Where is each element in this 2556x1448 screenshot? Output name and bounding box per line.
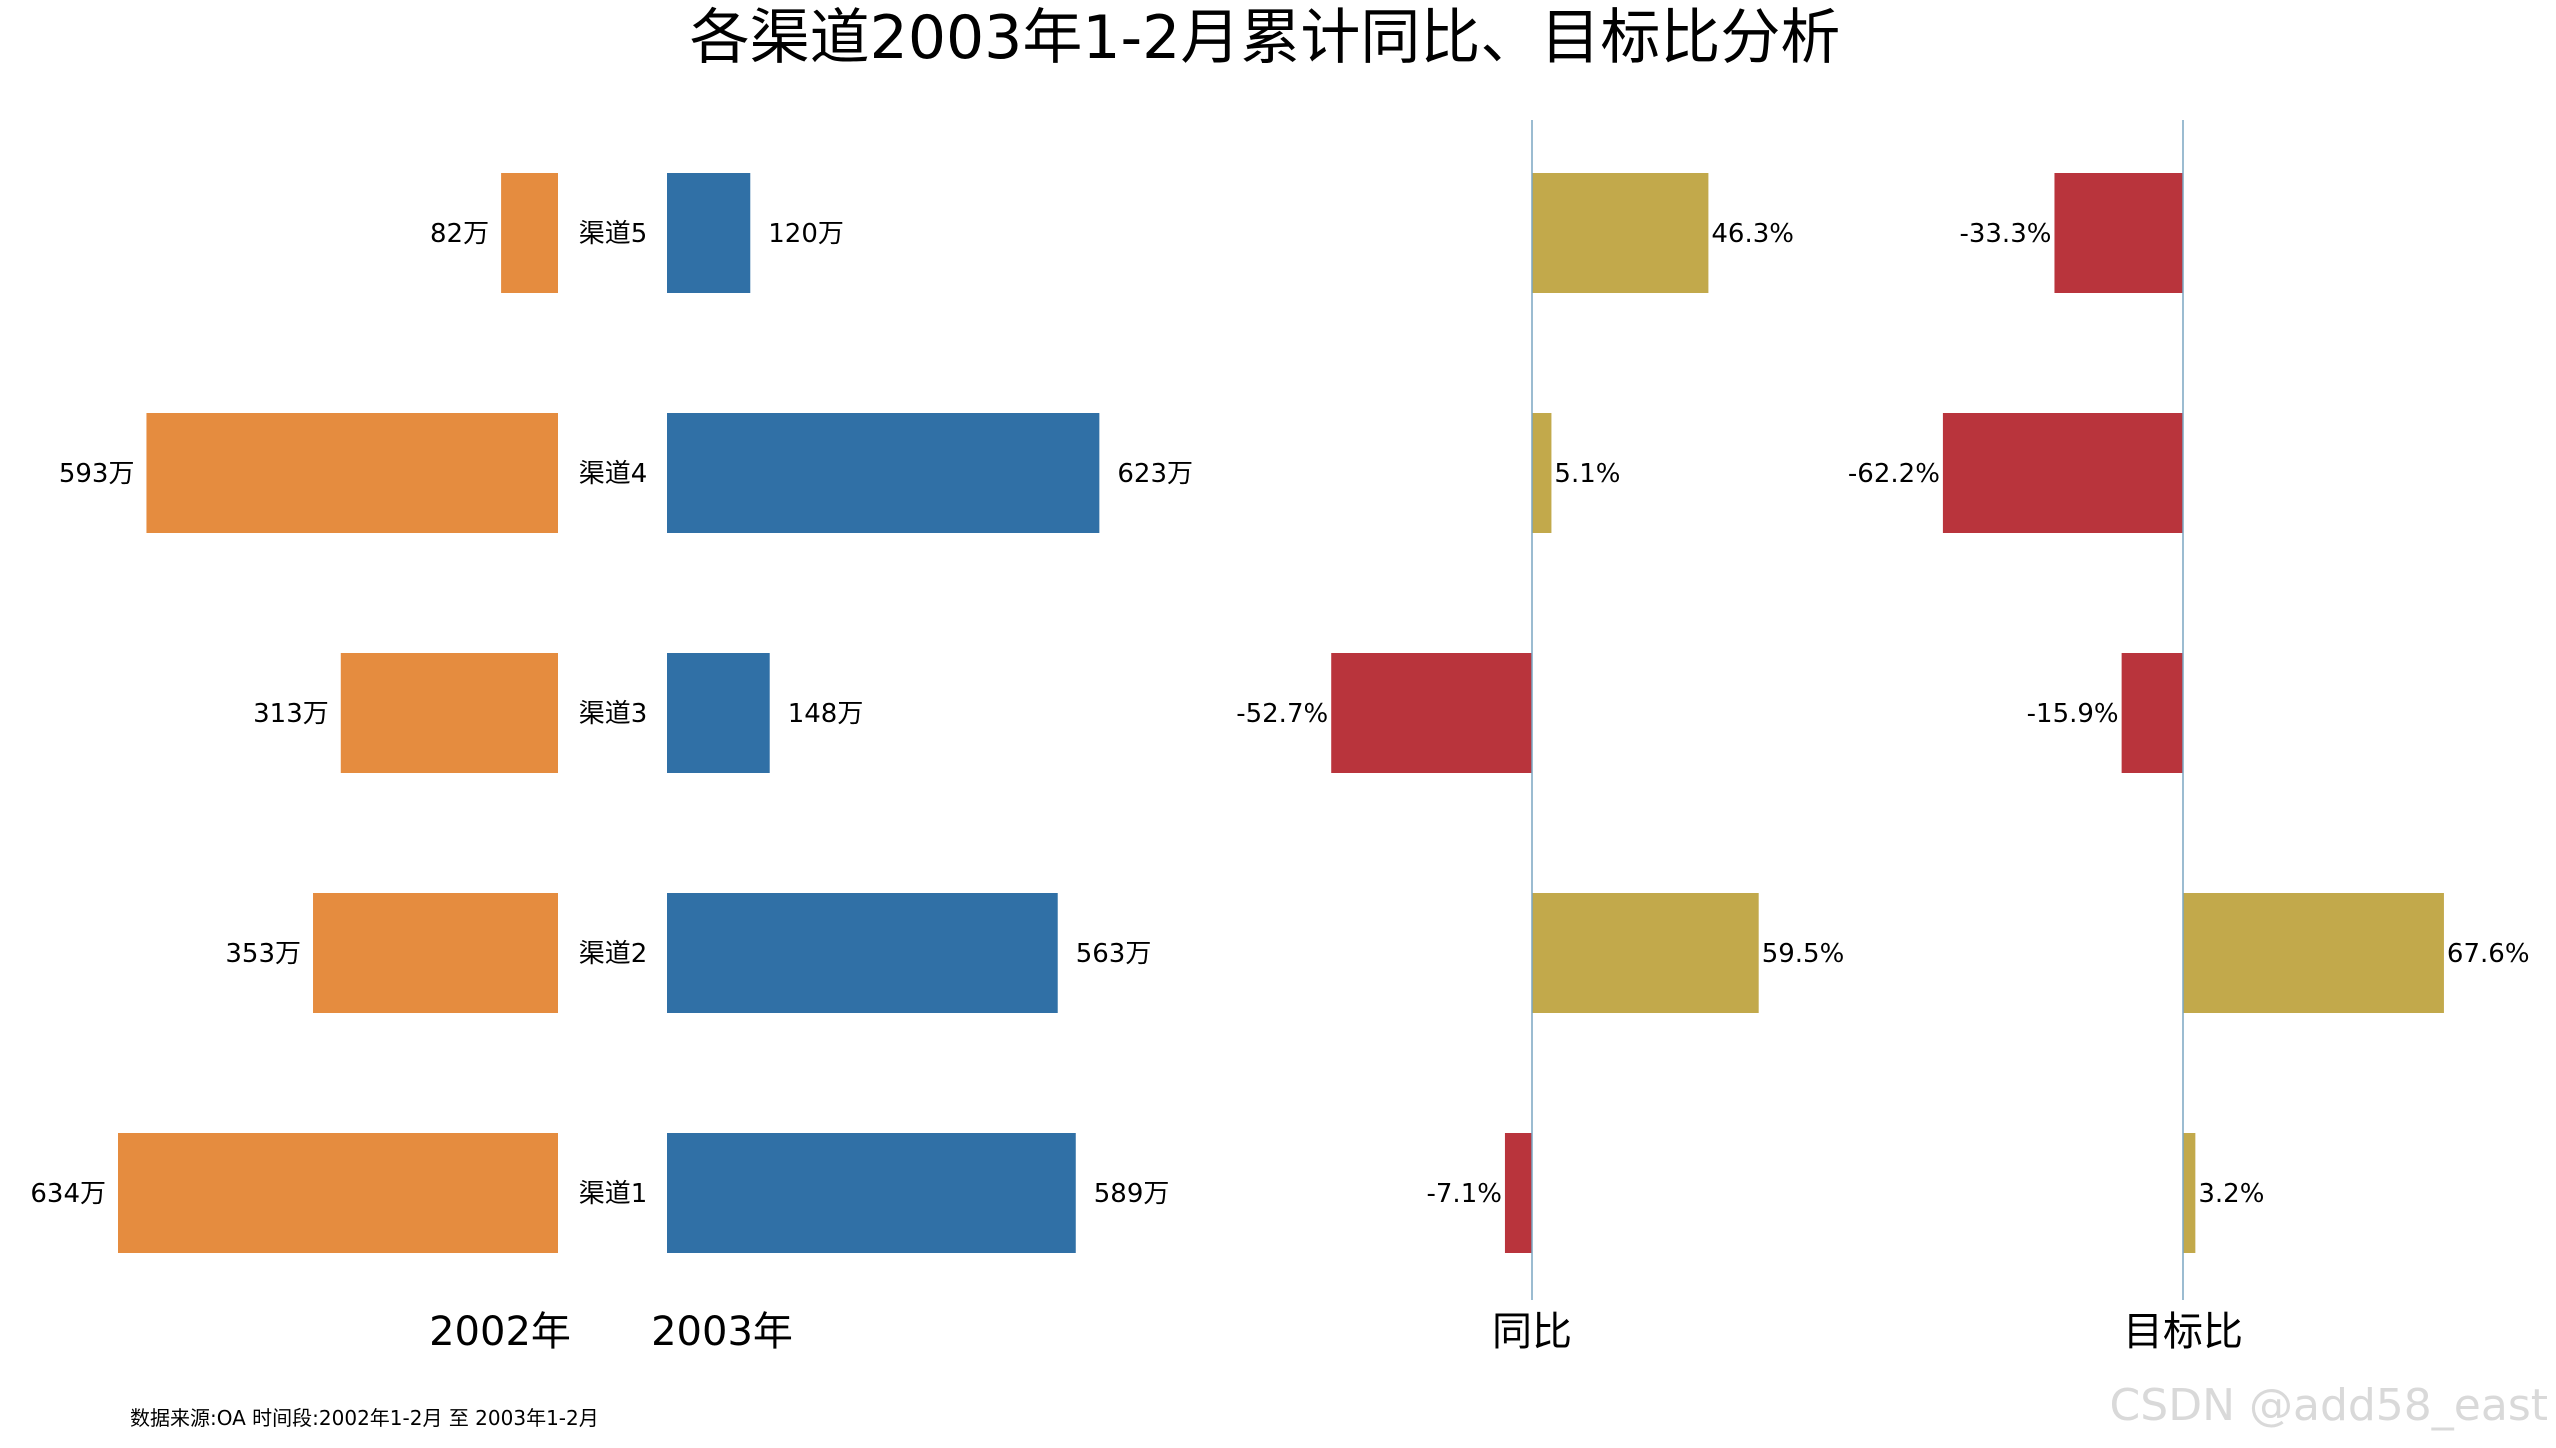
axis-label-y2002: 2002年	[429, 1309, 571, 1355]
data-label-target: 3.2%	[2198, 1179, 2264, 1209]
data-label-y2002: 353万	[225, 939, 301, 969]
bar-y2002	[146, 413, 558, 533]
data-label-target: -33.3%	[1959, 219, 2051, 249]
data-label-yoy: -52.7%	[1236, 699, 1328, 729]
data-label-target: -15.9%	[2027, 699, 2119, 729]
source-note: 数据来源:OA 时间段:2002年1-2月 至 2003年1-2月	[130, 1406, 599, 1430]
bar-target	[1942, 413, 2183, 533]
category-label: 渠道5	[579, 219, 648, 249]
bar-y2003	[667, 413, 1100, 533]
data-label-target: 67.6%	[2447, 939, 2530, 969]
data-label-y2003: 563万	[1076, 939, 1152, 969]
bar-yoy	[1532, 893, 1759, 1013]
axis-label-y2003: 2003年	[651, 1309, 793, 1355]
data-label-yoy: 46.3%	[1711, 219, 1794, 249]
bar-y2002	[313, 893, 558, 1013]
data-label-yoy: -7.1%	[1427, 1179, 1502, 1209]
bar-yoy	[1504, 1133, 1532, 1253]
chart-title: 各渠道2003年1-2月累计同比、目标比分析	[690, 3, 1841, 73]
data-label-y2002: 634万	[30, 1179, 106, 1209]
data-label-y2003: 148万	[788, 699, 864, 729]
bar-y2003	[667, 173, 751, 293]
bar-y2002	[501, 173, 558, 293]
category-label: 渠道1	[579, 1179, 648, 1209]
chart-marks: 渠道5 渠道4 渠道3 渠道2 渠道1 82万 593万 313万 353万 634万 2002年 1…	[30, 120, 2530, 1355]
axis-label-yoy: 同比	[1492, 1309, 1572, 1355]
bar-yoy	[1331, 653, 1532, 773]
data-label-y2002: 82万	[430, 219, 489, 249]
category-label: 渠道2	[579, 939, 648, 969]
axis-label-target: 目标比	[2123, 1309, 2243, 1355]
data-label-y2003: 120万	[768, 219, 844, 249]
bar-target	[2183, 893, 2444, 1013]
bar-y2003	[667, 893, 1058, 1013]
bar-y2003	[667, 1133, 1076, 1253]
data-label-yoy: 59.5%	[1762, 939, 1845, 969]
bar-y2002	[118, 1133, 558, 1253]
bar-y2002	[340, 653, 558, 773]
data-label-y2002: 593万	[59, 459, 135, 489]
bar-y2003	[667, 653, 770, 773]
data-label-y2003: 623万	[1117, 459, 1193, 489]
bar-target	[2121, 653, 2183, 773]
category-label: 渠道3	[579, 699, 648, 729]
data-label-yoy: 5.1%	[1554, 459, 1620, 489]
bar-yoy	[1532, 413, 1552, 533]
bar-yoy	[1532, 173, 1709, 293]
data-label-target: -62.2%	[1848, 459, 1940, 489]
watermark: CSDN @add58_east	[2110, 1380, 2548, 1431]
bar-target	[2183, 1133, 2196, 1253]
data-label-y2003: 589万	[1094, 1179, 1170, 1209]
category-label: 渠道4	[579, 459, 648, 489]
bar-target	[2054, 173, 2183, 293]
data-label-y2002: 313万	[253, 699, 329, 729]
